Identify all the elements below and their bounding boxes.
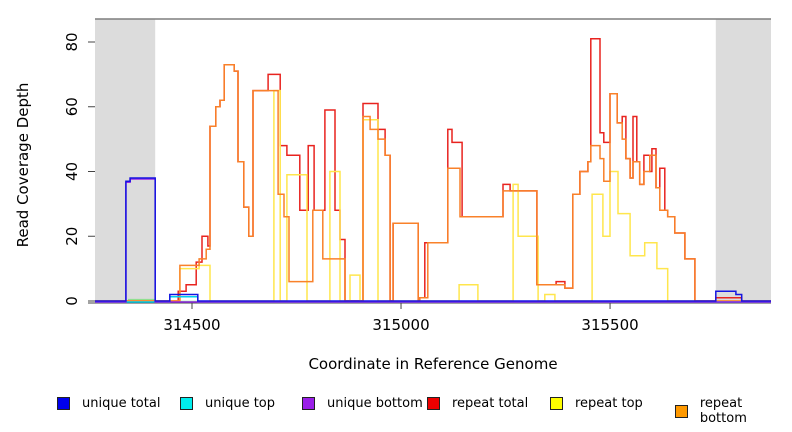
series-repeat-total: [95, 38, 771, 302]
plot-svg: 314500 315000 315500 0 20 40 60 80 Coordinate …: [14, 18, 771, 373]
legend-item-unique-top: unique top: [180, 396, 275, 411]
legend-item-unique-total: unique total: [57, 396, 160, 411]
legend-label: repeat bottom: [699, 396, 747, 426]
series-unique-total: [95, 177, 771, 302]
legend-item-unique-bottom: unique bottom: [302, 396, 423, 411]
series-repeat-bottom: [95, 63, 771, 302]
legend: unique total unique top unique bottom re…: [0, 396, 792, 426]
y-tick-label: 20: [63, 227, 81, 246]
shaded-band: [715, 19, 771, 303]
legend-swatch-repeat-bottom: [675, 404, 688, 418]
legend-swatch-unique-bottom: [302, 397, 315, 410]
legend-label: unique total: [82, 396, 161, 411]
y-tick-label: 0: [63, 296, 81, 306]
x-tick-label: 315500: [581, 316, 638, 334]
x-axis-ticks: 314500 315000 315500: [163, 303, 639, 334]
legend-label: repeat total: [452, 396, 529, 411]
x-axis-title: Coordinate in Reference Genome: [308, 355, 557, 373]
legend-label: unique bottom: [327, 396, 423, 411]
y-axis-ticks: 0 20 40 60 80: [63, 32, 95, 306]
legend-swatch-repeat-top: [550, 397, 563, 410]
y-tick-label: 80: [63, 32, 81, 51]
legend-item-repeat-total: repeat total: [427, 396, 528, 411]
y-tick-label: 60: [63, 97, 81, 116]
legend-item-repeat-bottom: repeat bottom: [675, 396, 792, 426]
legend-label: unique top: [205, 396, 276, 411]
legend-label: repeat top: [575, 396, 643, 411]
shaded-regions: [95, 19, 771, 303]
legend-swatch-repeat-total: [427, 397, 440, 410]
shaded-band: [95, 19, 156, 303]
x-tick-label: 314500: [163, 316, 220, 334]
x-tick-label: 315000: [372, 316, 429, 334]
legend-item-repeat-top: repeat top: [550, 396, 643, 411]
y-tick-label: 40: [63, 162, 81, 181]
series-lines: [95, 38, 771, 303]
legend-swatch-unique-top: [180, 397, 193, 410]
series-repeat-top: [95, 89, 771, 302]
y-axis-title: Read Coverage Depth: [14, 83, 32, 248]
legend-swatch-unique-total: [57, 397, 70, 410]
